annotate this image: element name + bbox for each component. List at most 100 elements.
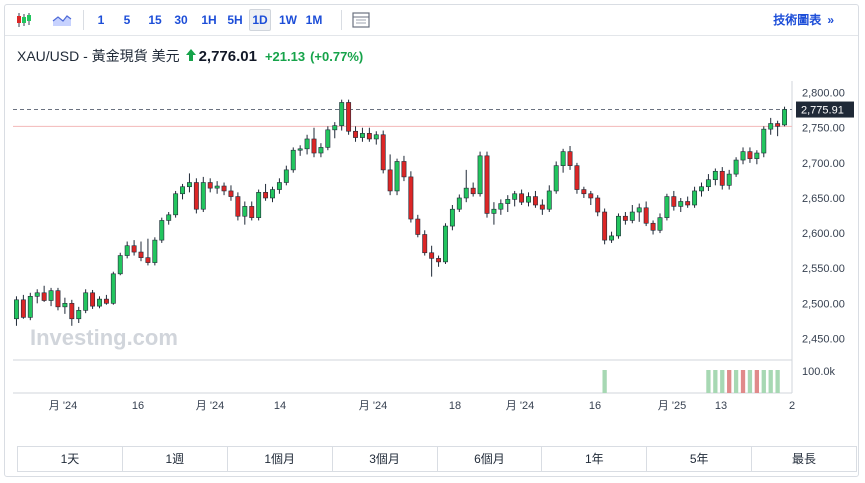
candle-down <box>595 197 601 213</box>
interval-15[interactable]: 15 <box>148 13 162 27</box>
candle-up <box>124 245 130 256</box>
candle-up <box>546 190 552 210</box>
candle-down <box>41 292 47 301</box>
range-button[interactable]: 5年 <box>647 447 753 471</box>
candle-down <box>408 176 414 220</box>
interval-5[interactable]: 5 <box>123 13 131 27</box>
range-selector: 1天 1週 1個月 3個月 6個月 1年 5年 最長 <box>17 446 857 472</box>
volume-scale-label: 100.0k <box>802 366 836 378</box>
candle-down <box>539 204 545 210</box>
grid-icon[interactable] <box>350 11 372 29</box>
price-chart[interactable]: 2,800.00 2,750.00 2,700.00 2,650.00 2,600.00… <box>5 5 858 425</box>
candle-up <box>526 196 531 203</box>
candle-down <box>20 299 26 318</box>
x-tick-label: 16 <box>132 400 144 412</box>
interval-1w[interactable]: 1W <box>279 13 297 27</box>
price-change-percent: (+0.77%) <box>310 48 364 64</box>
candle-up <box>14 299 19 320</box>
interval-1h[interactable]: 1H <box>201 13 217 27</box>
candle-up <box>318 147 324 154</box>
candle-down <box>429 252 435 259</box>
range-button[interactable]: 3個月 <box>333 447 438 471</box>
candle-up <box>152 239 158 263</box>
candle-up <box>325 129 331 148</box>
candle-up <box>657 217 663 231</box>
candle-up <box>560 151 566 166</box>
candle-up <box>304 138 310 150</box>
x-tick-label: 16 <box>589 400 601 412</box>
candle-down <box>145 257 151 263</box>
interval-1m[interactable]: 1M <box>305 13 323 27</box>
x-tick-label: 14 <box>274 400 286 412</box>
candle-up <box>34 292 40 297</box>
candle-up <box>443 225 448 263</box>
candle-up <box>270 189 275 199</box>
area-chart-icon[interactable] <box>51 11 73 29</box>
candle-down <box>401 161 407 178</box>
volume-bar <box>740 370 746 393</box>
y-tick-label: 2,500.00 <box>802 298 845 310</box>
interval-5h[interactable]: 5H <box>227 13 243 27</box>
candle-up <box>48 290 54 301</box>
interval-1[interactable]: 1 <box>97 13 105 27</box>
range-button[interactable]: 1年 <box>542 447 648 471</box>
candle-up <box>705 179 711 188</box>
candle-down <box>228 190 234 197</box>
candle-up <box>512 193 518 200</box>
candle-up <box>297 148 303 151</box>
candle-down <box>90 292 96 307</box>
candlestick-icon[interactable] <box>13 11 35 29</box>
candle-up <box>449 208 455 227</box>
volume-bar <box>733 370 739 393</box>
candle-down <box>685 201 691 206</box>
chart-toolbar: 1 5 15 30 1H 5H 1D 1W 1M 技術圖表» <box>5 5 858 36</box>
range-button[interactable]: 6個月 <box>438 447 543 471</box>
candle-up <box>712 170 718 181</box>
last-price: 2,776.01 <box>198 47 257 65</box>
candle-up <box>159 220 165 241</box>
candle-down <box>415 218 421 235</box>
candle-up <box>664 196 670 218</box>
technical-chart-link[interactable]: 技術圖表 » <box>773 11 834 28</box>
range-button[interactable]: 1個月 <box>228 447 333 471</box>
candle-down <box>207 182 213 189</box>
candle-down <box>436 258 442 263</box>
instrument-name: XAU/USD - 黃金現貨 美元 <box>17 48 180 64</box>
x-tick-label: 18 <box>449 400 461 412</box>
candle-up <box>782 109 787 126</box>
candle-up <box>463 187 469 199</box>
interval-30[interactable]: 30 <box>174 13 188 27</box>
candle-up <box>740 151 746 161</box>
candle-up <box>678 201 684 207</box>
candle-down <box>249 206 255 218</box>
candle-down <box>519 193 525 203</box>
candle-up <box>290 149 296 171</box>
last-price-badge-label: 2,775.91 <box>801 105 844 117</box>
candle-down <box>193 182 199 210</box>
candle-up <box>505 199 511 204</box>
candle-up <box>173 193 179 216</box>
candle-up <box>200 182 206 210</box>
candle-up <box>83 292 89 311</box>
candle-up <box>699 186 704 192</box>
volume-bar <box>747 370 753 393</box>
candle-up <box>283 169 289 183</box>
interval-1d[interactable]: 1D <box>249 9 271 31</box>
volume-bar <box>713 370 718 393</box>
range-button[interactable]: 最長 <box>792 452 817 466</box>
candle-down <box>138 251 144 258</box>
candle-down <box>775 123 781 127</box>
candle-up <box>97 298 102 307</box>
volume-bar <box>754 370 760 393</box>
candle-up <box>76 310 82 320</box>
quote-header: XAU/USD - 黃金現貨 美元 2,776.01 +21.13 (+0.77… <box>17 46 363 66</box>
candle-up <box>117 255 123 275</box>
candle-up <box>187 182 192 188</box>
range-button[interactable]: 1週 <box>123 447 228 471</box>
candle-up <box>214 185 220 189</box>
y-tick-label: 2,800.00 <box>802 88 845 100</box>
range-button[interactable]: 1天 <box>18 447 123 471</box>
technical-chart-label: 技術圖表 <box>773 13 822 27</box>
candle-up <box>256 192 262 218</box>
candle-down <box>353 130 358 138</box>
